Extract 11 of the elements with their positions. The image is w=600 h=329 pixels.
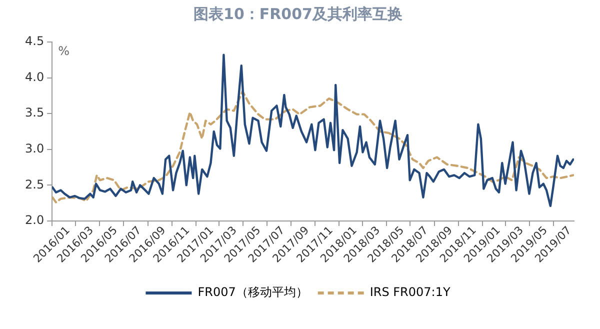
y-tick-label: 2.5 [24, 177, 44, 192]
y-axis-title: % [58, 44, 70, 58]
legend-label: FR007（移动平均） [198, 285, 308, 300]
legend-label: IRS FR007:1Y [370, 285, 451, 300]
y-tick-label: 4.5 [24, 34, 44, 48]
line-series [52, 90, 574, 204]
y-tick-label: 3.0 [24, 142, 44, 156]
y-tick-label: 2.0 [24, 213, 44, 228]
chart-title: 图表10：FR007及其利率互换 [194, 4, 402, 23]
y-tick-label: 3.5 [24, 106, 44, 120]
y-tick-label: 4.0 [24, 70, 44, 84]
